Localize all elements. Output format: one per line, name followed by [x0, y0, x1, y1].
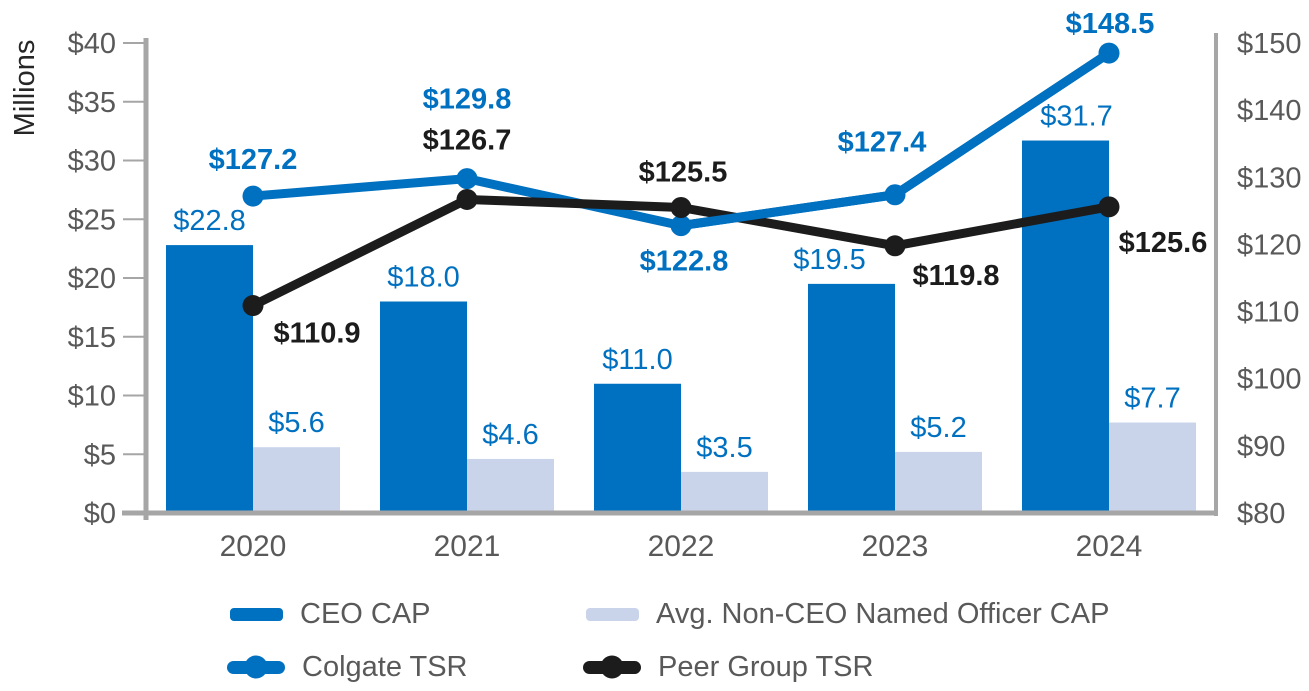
bar-value-label: $7.7 [1124, 383, 1180, 415]
bar-value-label: $11.0 [602, 344, 672, 376]
bar-value-label: $4.6 [482, 419, 538, 451]
line-value-label: $148.5 [1066, 8, 1155, 40]
left-axis-tick-label: $10 [68, 381, 116, 413]
peer-group-tsr-marker [456, 188, 478, 210]
colgate-tsr-marker [242, 185, 264, 207]
left-axis-title: Millions [9, 40, 41, 137]
bar-ceo-cap-2023 [808, 283, 895, 513]
bar-ceo-cap-2020 [166, 245, 253, 513]
bar-avg-non-ceo-cap-2024 [1109, 422, 1196, 513]
line-value-label: $122.8 [640, 246, 729, 278]
line-value-label: $127.4 [838, 127, 927, 159]
colgate-tsr-marker [456, 168, 478, 190]
colgate-tsr-marker [1098, 42, 1120, 64]
peer-group-tsr-marker [242, 295, 264, 317]
left-axis-tick-label: $40 [68, 28, 116, 60]
right-axis-tick-label: $120 [1237, 229, 1302, 261]
right-axis-tick-label: $140 [1237, 95, 1302, 127]
line-value-label: $129.8 [423, 84, 512, 116]
bar-ceo-cap-2022 [594, 383, 681, 513]
x-axis-year-label: 2024 [1076, 530, 1143, 563]
left-axis-tick-label: $15 [68, 322, 116, 354]
bar-ceo-cap-2021 [380, 301, 467, 513]
x-axis-year-label: 2020 [220, 530, 287, 563]
bar-value-label: $31.7 [1040, 101, 1113, 133]
bar-value-label: $19.5 [793, 244, 866, 276]
bar-value-label: $3.5 [696, 432, 752, 464]
right-axis-tick-label: $130 [1237, 162, 1302, 194]
colgate-tsr-marker [670, 215, 692, 237]
line-value-label: $127.2 [209, 144, 298, 176]
left-axis-tick-label: $35 [68, 87, 116, 119]
x-axis-year-label: 2021 [434, 530, 501, 563]
peer-group-tsr-marker [670, 197, 692, 218]
peer-group-tsr-marker [1098, 196, 1120, 218]
line-value-label: $119.8 [912, 260, 999, 292]
right-axis-tick-label: $100 [1237, 364, 1302, 396]
left-axis-tick-label: $0 [84, 498, 116, 530]
right-axis-tick-label: $80 [1237, 498, 1285, 530]
bar-avg-non-ceo-cap-2021 [467, 458, 554, 513]
line-value-label: $110.9 [273, 318, 360, 350]
right-axis-tick-label: $110 [1237, 297, 1299, 329]
bar-avg-non-ceo-cap-2020 [253, 447, 340, 513]
line-value-label: $125.6 [1119, 227, 1208, 259]
line-value-label: $126.7 [423, 124, 512, 156]
left-axis-tick-label: $30 [68, 146, 116, 178]
right-axis-tick-label: $90 [1237, 431, 1285, 463]
bar-value-label: $18.0 [387, 262, 460, 294]
right-axis-tick-label: $150 [1237, 28, 1302, 60]
left-axis-tick-label: $20 [68, 263, 116, 295]
left-axis-tick-label: $5 [84, 439, 116, 471]
peer-group-tsr-marker [884, 235, 906, 257]
bar-value-label: $5.6 [268, 407, 324, 439]
bar-avg-non-ceo-cap-2023 [895, 451, 982, 513]
x-axis-year-label: 2023 [862, 530, 929, 563]
bar-avg-non-ceo-cap-2022 [681, 471, 768, 513]
bar-ceo-cap-2024 [1022, 140, 1109, 513]
left-axis-tick-label: $25 [68, 204, 116, 236]
bar-value-label: $22.8 [173, 205, 246, 237]
line-value-label: $125.5 [639, 157, 728, 189]
colgate-tsr-marker [884, 184, 906, 206]
bar-value-label: $5.2 [910, 412, 966, 444]
x-axis-year-label: 2022 [648, 530, 715, 563]
